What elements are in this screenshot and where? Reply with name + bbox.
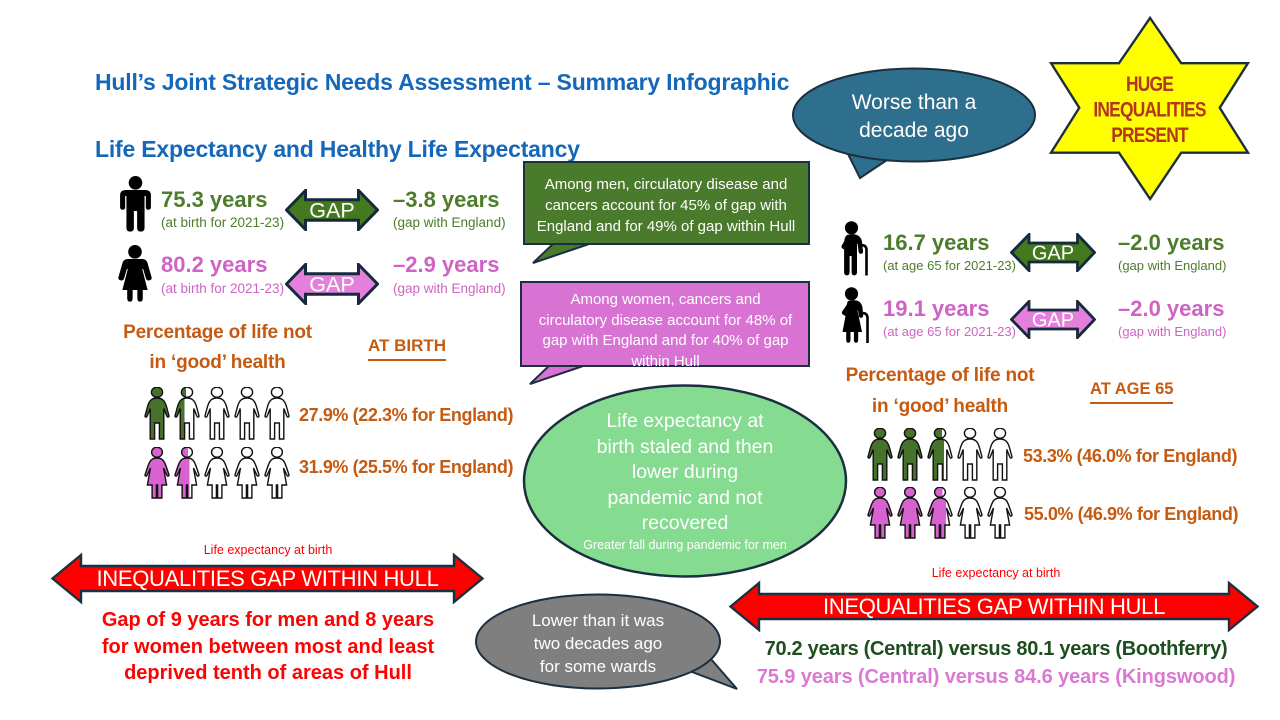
svg-text:GAP: GAP (309, 198, 354, 222)
svg-text:INEQUALITIES: INEQUALITIES (1093, 99, 1206, 122)
svg-text:GAP: GAP (1032, 309, 1074, 331)
svg-text:GAP: GAP (1032, 242, 1074, 264)
svg-text:PRESENT: PRESENT (1111, 124, 1189, 147)
svg-text:INEQUALITIES GAP WITHIN HULL: INEQUALITIES GAP WITHIN HULL (823, 594, 1165, 619)
svg-text:GAP: GAP (309, 272, 354, 296)
svg-text:INEQUALITIES GAP WITHIN HULL: INEQUALITIES GAP WITHIN HULL (96, 566, 438, 591)
svg-text:HUGE: HUGE (1126, 74, 1174, 97)
